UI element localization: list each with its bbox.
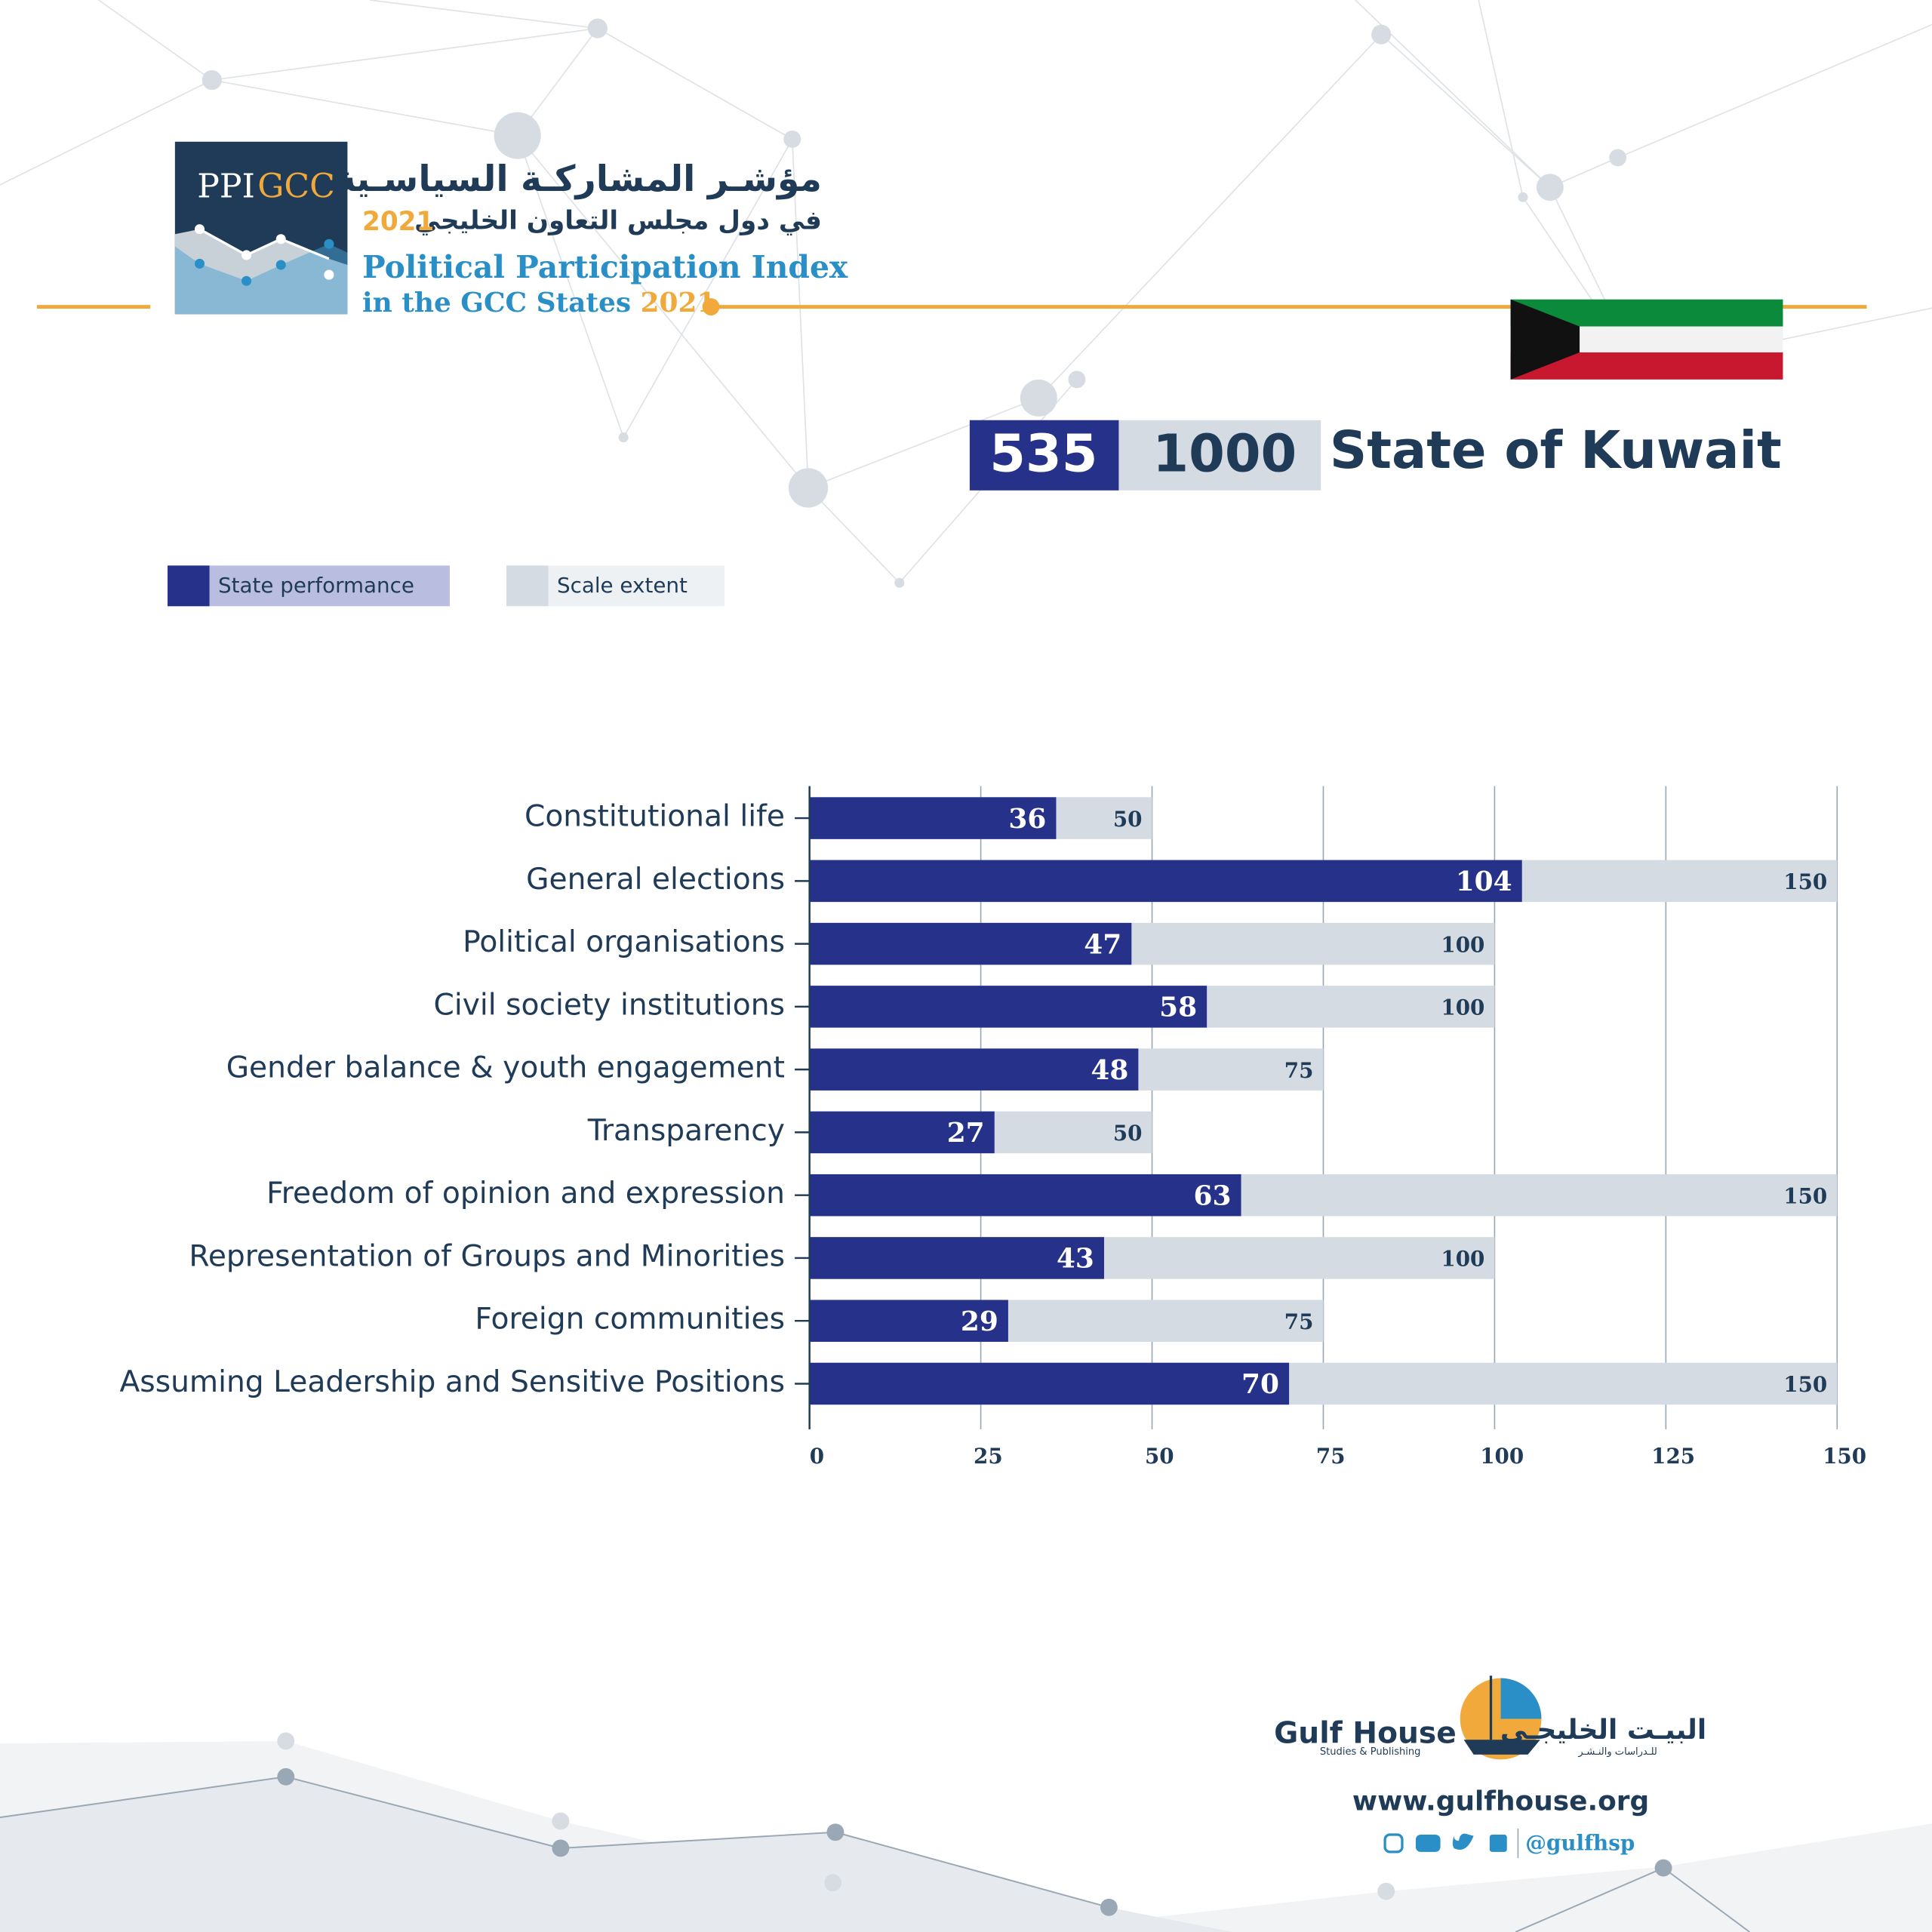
performance-bar <box>809 797 1057 839</box>
subtitle-en: in the GCC States <box>362 287 631 318</box>
background-dots <box>202 18 1627 588</box>
value-label: 43 <box>1057 1243 1094 1275</box>
performance-bar <box>809 1362 1290 1405</box>
value-label: 29 <box>961 1306 998 1337</box>
max-score: 1000 <box>1152 424 1297 485</box>
value-label: 100 <box>1441 1247 1484 1272</box>
max-score-box <box>1118 420 1321 491</box>
footer-handle[interactable]: @gulfhsp <box>1525 1831 1635 1856</box>
x-tick-label: 75 <box>1316 1444 1346 1469</box>
performance-bar <box>809 860 1522 903</box>
title-ar: مؤشـر المشاركـة السياسـية <box>335 158 822 200</box>
logo-text: PPI <box>197 167 255 205</box>
performance-bar <box>809 1048 1139 1091</box>
value-label: 63 <box>1194 1180 1232 1211</box>
performance-bar <box>809 986 1208 1028</box>
y-tick-label: Freedom of opinion and expression <box>266 1177 785 1211</box>
subtitle-ar: في دول مجلس التعاون الخليجي <box>414 205 822 235</box>
flag <box>1510 299 1783 380</box>
country: State of Kuwait <box>1330 420 1782 481</box>
performance-bar <box>809 1237 1104 1279</box>
legend: State performance Scale extent <box>168 565 724 607</box>
y-tick-label: Representation of Groups and Minorities <box>189 1239 785 1273</box>
x-tick-label: 150 <box>1823 1444 1866 1469</box>
value-label: 75 <box>1284 1309 1314 1334</box>
value-label: 150 <box>1783 869 1827 894</box>
social-icons[interactable] <box>1383 1828 1519 1859</box>
x-tick-label: 100 <box>1480 1444 1524 1469</box>
footer-website[interactable]: www.gulfhouse.org <box>1352 1786 1649 1817</box>
value-label: 36 <box>1008 803 1046 835</box>
value-label: 150 <box>1783 1183 1827 1208</box>
value-label: 104 <box>1456 866 1512 897</box>
performance-bar <box>809 1111 995 1154</box>
y-tick-label: Civil society institutions <box>433 988 785 1022</box>
subtitle-ar-year: 2021 <box>362 207 434 237</box>
performance-bar <box>809 1174 1241 1217</box>
value-label: 50 <box>1113 807 1143 832</box>
legend-swatch <box>506 565 549 607</box>
subtitle-en: in the GCC States 2021 <box>362 287 715 318</box>
value-label: 48 <box>1091 1054 1128 1086</box>
x-tick-label: 25 <box>974 1444 1003 1469</box>
subtitle-en-year: 2021 <box>641 287 716 318</box>
y-tick-label: Foreign communities <box>475 1303 785 1337</box>
y-tick-label: Political organisations <box>463 925 785 959</box>
value-label: 58 <box>1159 992 1197 1023</box>
x-tick-label: 125 <box>1651 1444 1695 1469</box>
footer-brand: Gulf House <box>1274 1716 1457 1750</box>
logo-text: GCC <box>257 167 335 205</box>
performance-bar <box>809 922 1132 965</box>
value-label: 47 <box>1084 928 1121 960</box>
logo: PPI GCC <box>174 141 348 315</box>
y-tick-label: Constitutional life <box>525 800 785 834</box>
y-tick-label: Gender balance & youth engagement <box>226 1051 785 1085</box>
score: 535 <box>989 424 1097 485</box>
value-label: 75 <box>1284 1058 1314 1083</box>
x-tick-label: 0 <box>810 1444 824 1469</box>
score-box <box>969 420 1119 491</box>
footer-logo <box>1460 1675 1542 1760</box>
value-label: 100 <box>1441 995 1484 1020</box>
legend-label: Scale extent <box>557 573 688 598</box>
legend-background <box>168 565 450 607</box>
footer-brand-sub: Studies & Publishing <box>1320 1746 1421 1758</box>
footer-brand-ar-sub: للـدراسات والنـشـر <box>1577 1746 1657 1758</box>
value-label: 150 <box>1783 1372 1827 1397</box>
x-tick-label: 50 <box>1145 1444 1174 1469</box>
footer-background <box>0 1732 1932 1932</box>
y-tick-label: General elections <box>526 863 785 897</box>
value-label: 70 <box>1241 1368 1279 1400</box>
performance-bar <box>809 1300 1008 1342</box>
header-dot <box>702 298 720 315</box>
footer-brand-ar: البيـت الخليجـي <box>1500 1715 1706 1746</box>
chart: 0 25 50 75 100 125 150 Constitutional life 36 50 G… <box>119 786 1866 1469</box>
legend-swatch <box>168 565 210 607</box>
title-en: Political Participation Index <box>362 249 848 285</box>
y-tick-label: Assuming Leadership and Sensitive Positi… <box>119 1365 785 1399</box>
y-tick-label: Transparency <box>587 1114 785 1148</box>
value-label: 50 <box>1113 1121 1143 1146</box>
value-label: 100 <box>1441 932 1484 957</box>
legend-label: State performance <box>218 573 414 598</box>
value-label: 27 <box>947 1117 985 1149</box>
